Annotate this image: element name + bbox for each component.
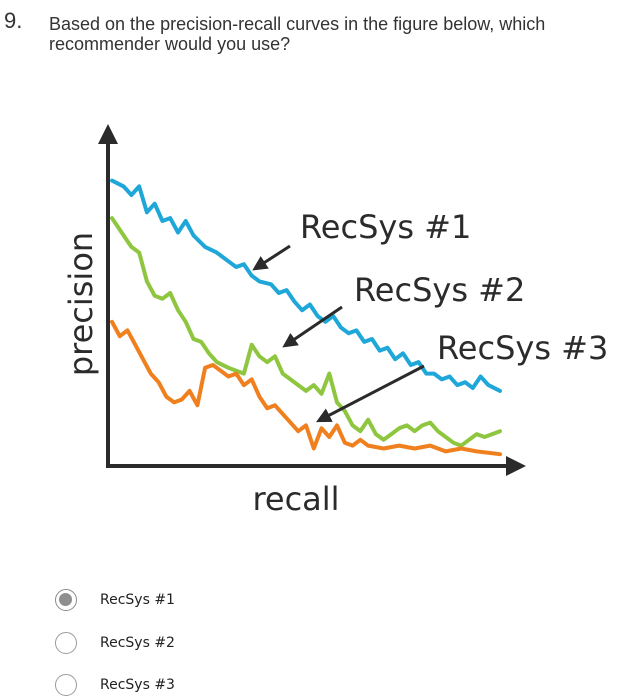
series-line-recsys-1: [110, 178, 502, 393]
series-line-recsys-2: [110, 216, 502, 448]
axes: [98, 124, 526, 476]
radio-button[interactable]: [55, 589, 77, 611]
series-label-arrow-2: [282, 305, 343, 348]
radio-button[interactable]: [55, 674, 77, 696]
precision-recall-chart: RecSys #1 RecSys #2 RecSys #3 recall precis…: [62, 124, 608, 518]
series-labels: RecSys #1 RecSys #2 RecSys #3: [252, 208, 608, 423]
question-number: 9.: [4, 8, 23, 33]
series-line-recsys-3: [110, 319, 502, 457]
radio-button[interactable]: [55, 632, 77, 654]
option-label: RecSys #2: [100, 635, 175, 651]
series-label-recsys-1: RecSys #1: [300, 208, 471, 246]
series-lines: [110, 178, 502, 457]
option-recsys-2[interactable]: RecSys #2: [55, 630, 355, 660]
option-recsys-1[interactable]: RecSys #1: [55, 587, 355, 617]
precision-recall-figure: RecSys #1 RecSys #2 RecSys #3 recall precis…: [0, 100, 631, 530]
series-label-recsys-3: RecSys #3: [437, 329, 608, 367]
y-axis-label: precision: [62, 232, 100, 376]
x-axis-label: recall: [252, 480, 339, 518]
series-label-recsys-2: RecSys #2: [354, 271, 525, 309]
axis-titles: recall precision: [62, 232, 340, 518]
question-text: Based on the precision-recall curves in …: [49, 14, 546, 54]
option-label: RecSys #1: [100, 592, 175, 608]
series-label-arrow-3: [316, 364, 425, 423]
option-label: RecSys #3: [100, 677, 175, 693]
option-recsys-3[interactable]: RecSys #3: [55, 672, 355, 700]
series-label-arrow-1: [252, 244, 291, 271]
